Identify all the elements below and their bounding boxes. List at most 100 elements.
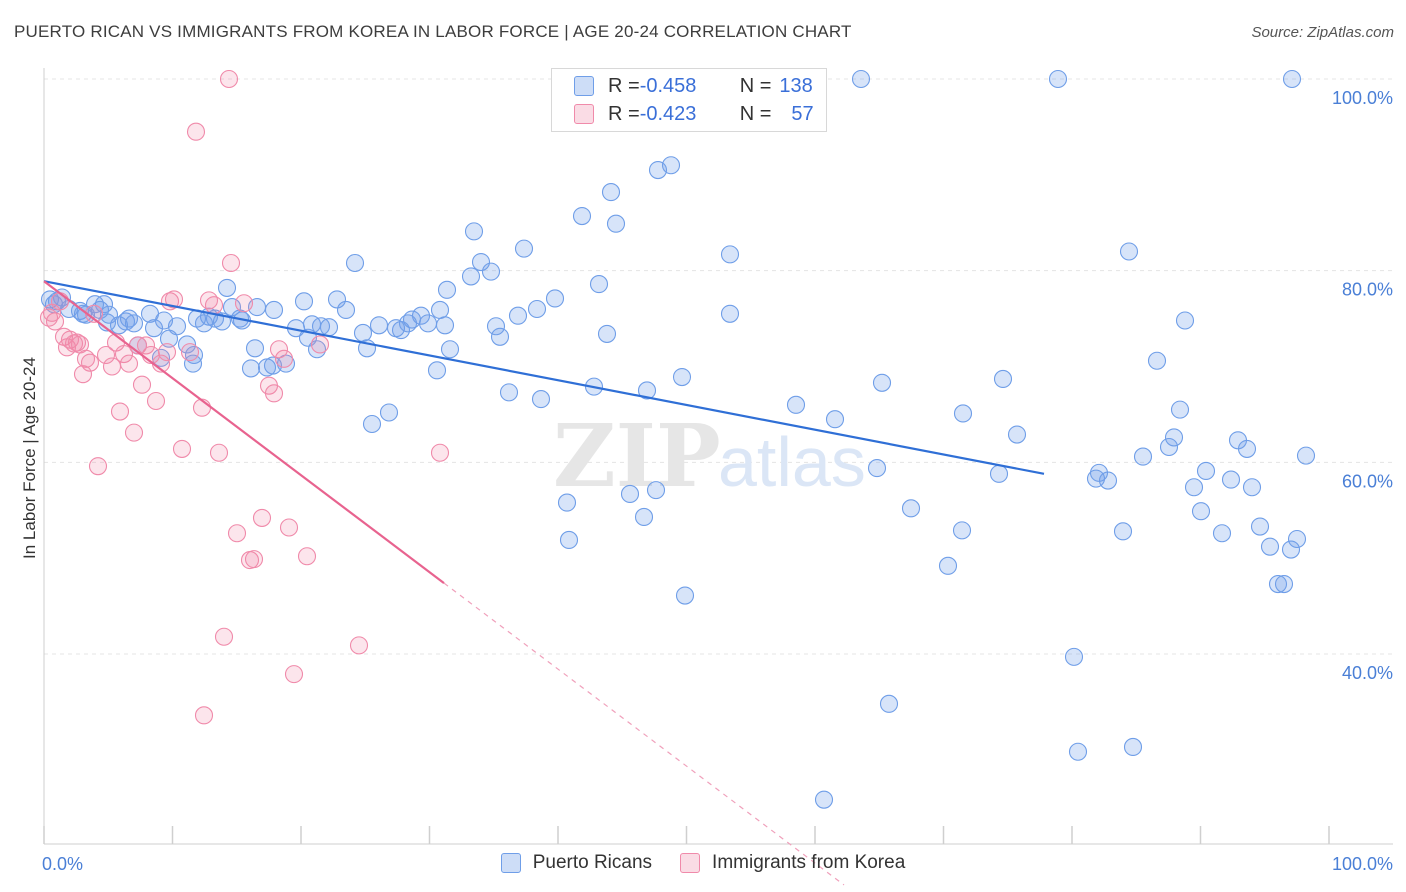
puerto-rican-point (427, 361, 447, 380)
puerto-rican-point (391, 321, 411, 340)
puerto-rican-point (1268, 574, 1288, 594)
puerto-rican-point (514, 239, 534, 258)
puerto-rican-point (1281, 540, 1301, 559)
puerto-rican-point (369, 316, 389, 335)
y-tick-label: 80.0% (1342, 280, 1393, 300)
puerto-rican-point (1260, 537, 1280, 556)
korea-point (234, 294, 254, 313)
puerto-rican-point (675, 586, 695, 605)
puerto-rican-point (430, 300, 450, 320)
series-label-puerto-ricans: Puerto Ricans (532, 852, 653, 873)
puerto-rican-point (545, 289, 565, 308)
puerto-rican-point (508, 306, 528, 325)
puerto-rican-point (1282, 69, 1302, 89)
watermark-atlas: atlas (718, 423, 866, 501)
y-tick-label: 100.0% (1332, 88, 1393, 108)
puerto-rican-point (1175, 311, 1195, 330)
korea-point (219, 69, 239, 89)
legend-n-value: 138 (779, 74, 813, 97)
puerto-rican-point (264, 300, 284, 320)
puerto-rican-point (241, 359, 261, 378)
puerto-rican-point (183, 354, 203, 373)
puerto-rican-point (418, 314, 438, 333)
puerto-rican-point (851, 69, 871, 89)
korea-point (172, 439, 192, 458)
puerto-rican-point (440, 340, 460, 359)
puerto-rican-point (620, 484, 640, 504)
korea-point (274, 349, 294, 368)
puerto-rican-point (411, 306, 431, 325)
puerto-rican-point (345, 253, 365, 273)
legend-swatch-puerto-ricans (574, 76, 594, 96)
puerto-rican-point (720, 304, 740, 323)
puerto-rican-point (589, 275, 609, 294)
puerto-rican-point (1191, 502, 1211, 521)
source-credit: Source: ZipAtlas.com (1251, 24, 1394, 41)
puerto-rican-point (938, 556, 958, 575)
korea-point (96, 345, 116, 365)
puerto-rican-point (353, 323, 373, 343)
korea-point (186, 122, 206, 141)
puerto-rican-point (572, 206, 592, 226)
puerto-rican-point (481, 262, 501, 281)
puerto-rican-point (825, 410, 845, 429)
x-tick-label: 100.0% (1332, 854, 1393, 874)
y-axis-label: In Labor Force | Age 20-24 (20, 357, 39, 559)
puerto-rican-point (1119, 242, 1139, 261)
korea-point (88, 457, 108, 476)
puerto-rican-point (1184, 478, 1204, 497)
puerto-rican-point (1164, 428, 1184, 447)
series-legend: Puerto Ricans Immigrants from Korea (0, 852, 1406, 874)
puerto-rican-point (471, 252, 491, 272)
puerto-rican-point (1274, 574, 1294, 594)
puerto-rican-point (435, 316, 455, 335)
correlation-legend: R = -0.458 N = 138 R = -0.423 N = 57 (551, 68, 827, 132)
y-tick-label: 40.0% (1342, 663, 1393, 683)
korea-point (209, 443, 229, 462)
legend-row-korea: R = -0.423 N = 57 (574, 101, 814, 127)
korea-point (114, 344, 134, 364)
korea-point (204, 296, 224, 315)
korea-point (199, 291, 219, 310)
korea-point (194, 706, 214, 725)
puerto-rican-point (867, 459, 887, 478)
puerto-rican-point (531, 390, 551, 409)
chart-title: PUERTO RICAN VS IMMIGRANTS FROM KOREA IN… (14, 22, 852, 41)
puerto-rican-point (437, 280, 457, 299)
puerto-rican-point (786, 395, 806, 414)
puerto-rican-point (1287, 529, 1307, 549)
korea-point (124, 423, 144, 442)
puerto-rican-point (1212, 524, 1232, 543)
puerto-rican-point (1064, 647, 1084, 666)
series-legend-item-korea[interactable]: Immigrants from Korea (680, 852, 905, 874)
series-label-korea: Immigrants from Korea (712, 852, 906, 873)
korea-point (244, 550, 264, 569)
puerto-rican-point (1296, 446, 1316, 465)
puerto-rican-point (527, 299, 547, 319)
puerto-rican-point (1221, 470, 1241, 489)
legend-swatch-korea (574, 104, 594, 124)
legend-row-puerto-ricans: R = -0.458 N = 138 (574, 73, 813, 99)
puerto-rican-point (1170, 400, 1190, 419)
puerto-rican-point (1237, 439, 1257, 458)
series-swatch-puerto-ricans (500, 853, 521, 873)
puerto-rican-point (402, 310, 422, 329)
puerto-rican-point (557, 493, 577, 512)
y-tick-label: 60.0% (1342, 471, 1393, 491)
puerto-rican-point (327, 290, 347, 309)
puerto-rican-point (167, 317, 187, 336)
korea-point (67, 333, 87, 352)
puerto-rican-point (606, 214, 626, 233)
series-legend-item-puerto-ricans[interactable]: Puerto Ricans (500, 852, 653, 874)
puerto-rican-point (464, 222, 484, 241)
puerto-rican-point (720, 245, 740, 264)
legend-r-label: R = (608, 102, 640, 125)
korea-point (180, 343, 200, 362)
legend-n-label: N = (739, 102, 772, 125)
korea-point (157, 343, 177, 362)
puerto-rican-point (1068, 742, 1088, 761)
puerto-rican-point (993, 369, 1013, 389)
korea-point (50, 292, 70, 311)
korea-point (73, 365, 93, 384)
puerto-rican-point (1242, 478, 1262, 497)
